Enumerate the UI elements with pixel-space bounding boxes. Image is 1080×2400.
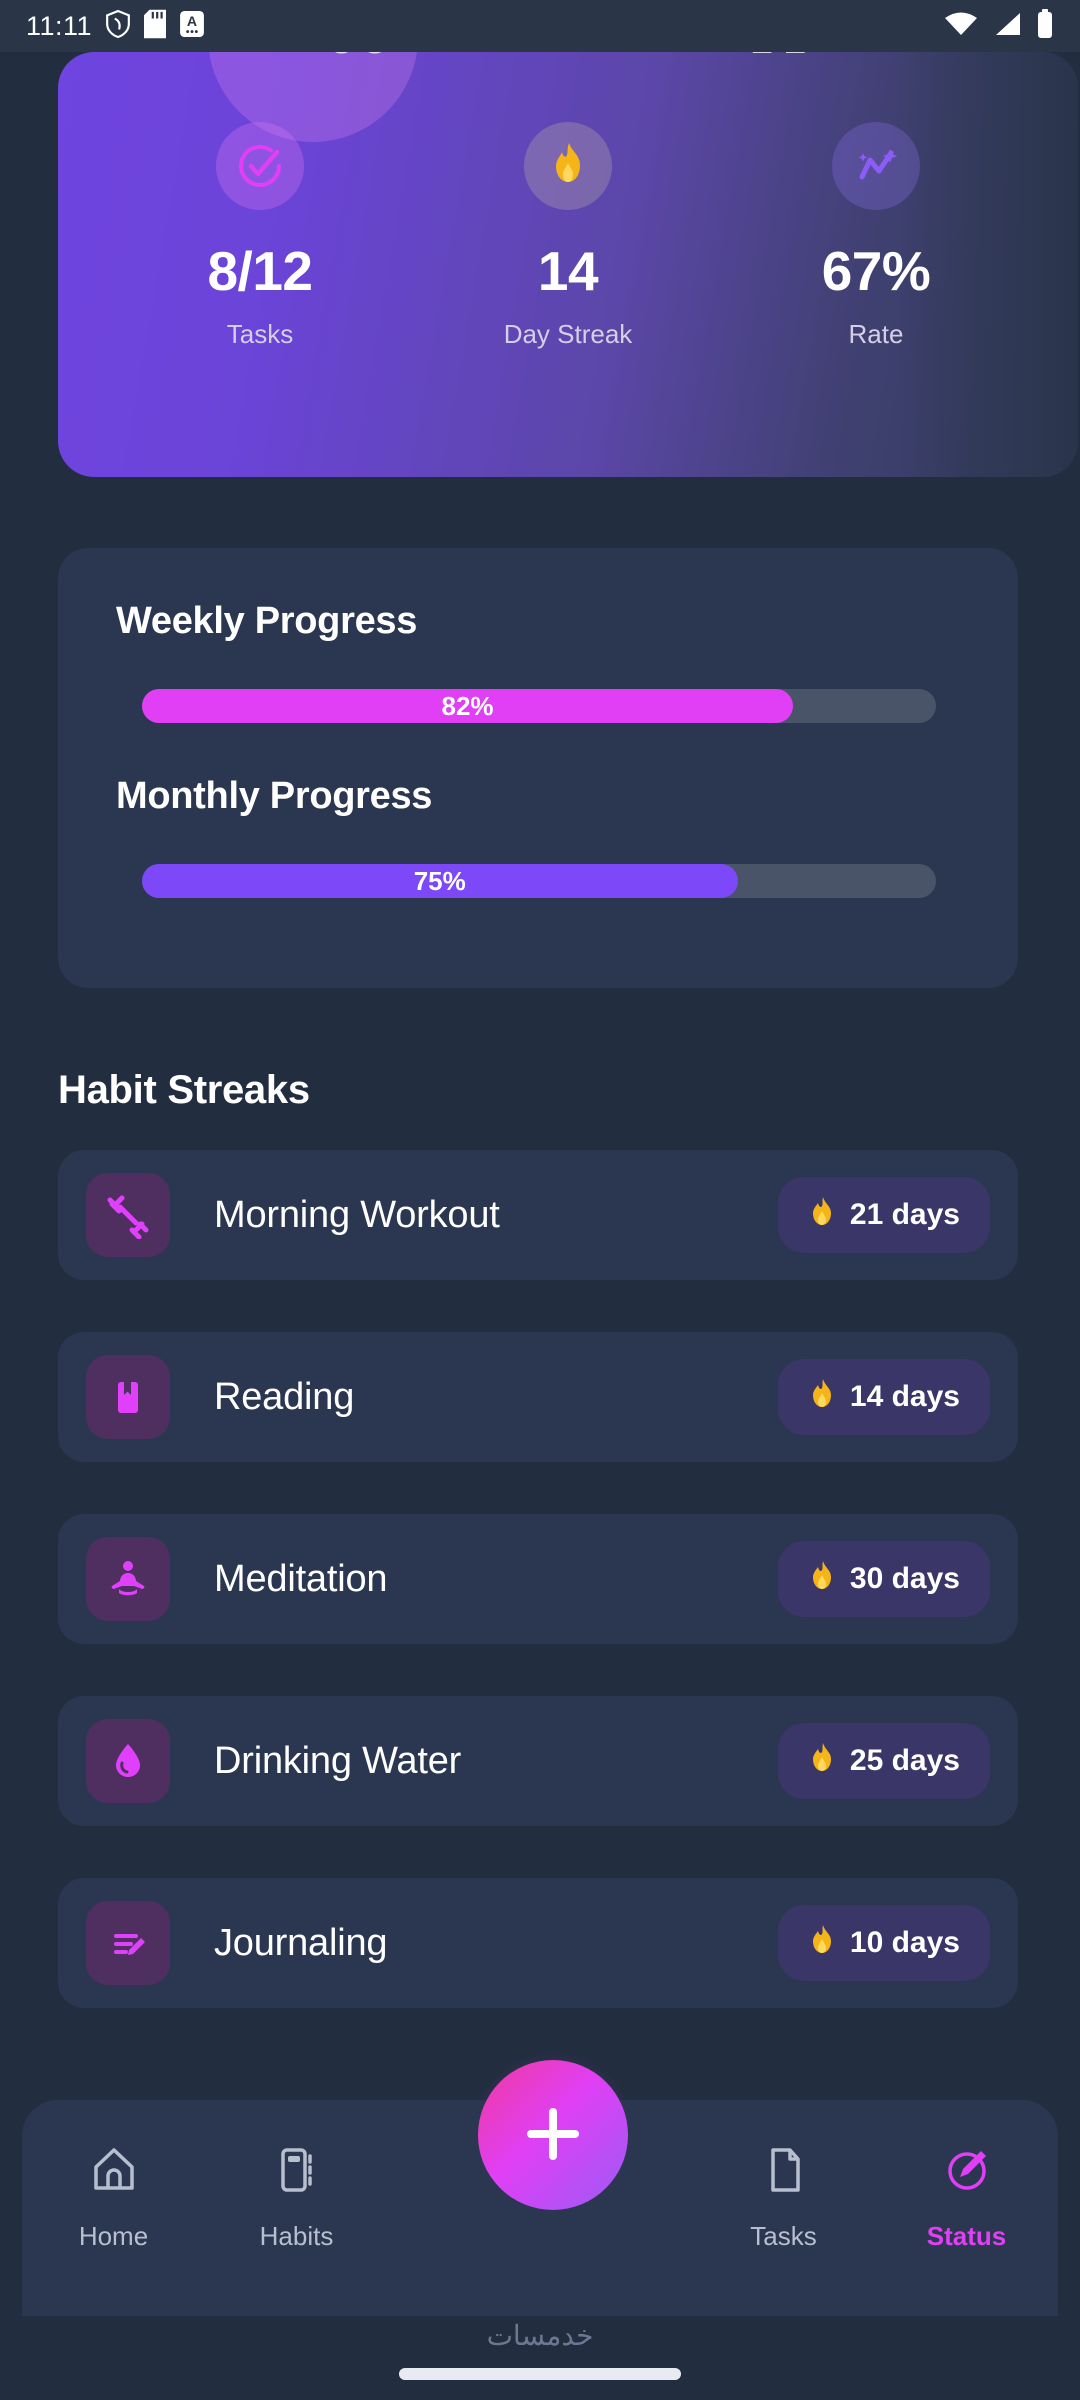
water-drop-icon — [86, 1719, 170, 1803]
weekly-progress-value: 82% — [441, 690, 494, 721]
stat-rate: 67% Rate — [766, 122, 986, 350]
habits-list-icon — [269, 2142, 325, 2201]
flame-icon — [808, 1742, 836, 1781]
habit-row-drinking-water[interactable]: Drinking Water 25 days — [58, 1696, 1018, 1826]
nav-label: Tasks — [750, 2221, 817, 2251]
habit-name: Meditation — [214, 1557, 388, 1600]
hero-clipped-text: 8 8 1 1 — [58, 52, 1078, 63]
sd-card-icon — [144, 9, 167, 44]
hero-clipped-fragment: 1 1 — [750, 52, 806, 63]
hero-clipped-fragment: 8 8 — [330, 52, 386, 63]
progress-card: Weekly Progress 82% Monthly Progress 75% — [58, 548, 1018, 988]
habit-name: Morning Workout — [214, 1193, 500, 1236]
status-pencil-circle-icon — [939, 2142, 995, 2201]
flame-icon — [808, 1560, 836, 1599]
monthly-progress-value: 75% — [413, 865, 466, 896]
tasks-document-icon — [756, 2142, 812, 2201]
meditation-lotus-icon — [86, 1537, 170, 1621]
svg-text:A: A — [187, 13, 197, 29]
weekly-progress-bar: 82% — [142, 689, 936, 723]
streak-badge: 21 days — [777, 1177, 990, 1253]
shield-icon — [105, 9, 131, 44]
stat-label: Day Streak — [503, 319, 633, 349]
streak-count: 10 days — [849, 1926, 960, 1959]
book-bookmark-icon — [86, 1355, 170, 1439]
status-bar: 11:11 A — [0, 0, 1080, 52]
status-bar-clock: 11:11 — [26, 10, 93, 41]
monthly-progress-fill: 75% — [142, 864, 738, 898]
stat-value: 67% — [821, 240, 931, 302]
stat-label: Rate — [848, 319, 904, 349]
habit-row-meditation[interactable]: Meditation 30 days — [58, 1514, 1018, 1644]
streak-count: 25 days — [849, 1744, 960, 1777]
nav-item-status[interactable]: Status — [875, 2100, 1058, 2252]
nav-label: Status — [926, 2221, 1007, 2251]
stat-label: Tasks — [226, 319, 294, 349]
weekly-progress-title: Weekly Progress — [116, 600, 418, 642]
flame-icon — [808, 1378, 836, 1417]
nav-label: Home — [78, 2221, 149, 2251]
streak-count: 14 days — [849, 1380, 960, 1413]
streak-count: 21 days — [849, 1198, 960, 1231]
habit-name: Journaling — [214, 1921, 388, 1964]
cellular-signal-icon — [992, 11, 1022, 42]
nav-item-tasks[interactable]: Tasks — [692, 2100, 875, 2252]
habit-name: Reading — [214, 1375, 355, 1418]
streak-count: 30 days — [849, 1562, 960, 1595]
battery-icon — [1036, 8, 1054, 44]
nav-label: Habits — [259, 2221, 334, 2251]
trending-analytics-icon — [832, 122, 920, 210]
dumbbell-icon — [86, 1173, 170, 1257]
stat-day-streak: 14 Day Streak — [458, 122, 678, 350]
status-bar-right — [944, 8, 1054, 44]
letter-a-icon: A — [179, 9, 205, 44]
weekly-progress-fill: 82% — [142, 689, 794, 723]
habit-row-journaling[interactable]: Journaling 10 days — [58, 1878, 1018, 2008]
streak-badge: 25 days — [777, 1723, 990, 1799]
stat-value: 8/12 — [207, 240, 313, 302]
nav-item-habits[interactable]: Habits — [205, 2100, 388, 2252]
habit-streaks-title: Habit Streaks — [58, 1068, 310, 1112]
plus-icon — [517, 2098, 589, 2173]
nav-item-home[interactable]: Home — [22, 2100, 205, 2252]
flame-icon — [524, 122, 612, 210]
habit-row-reading[interactable]: Reading 14 days — [58, 1332, 1018, 1462]
add-button[interactable] — [478, 2060, 628, 2210]
streak-badge: 14 days — [777, 1359, 990, 1435]
watermark-text: خدمسات — [486, 2320, 594, 2351]
habit-row-morning-workout[interactable]: Morning Workout 21 days — [58, 1150, 1018, 1280]
flame-icon — [808, 1924, 836, 1963]
stats-hero-card: 8/12 Tasks 14 Day Streak — [58, 52, 1078, 477]
stat-tasks: 8/12 Tasks — [150, 122, 370, 350]
home-indicator[interactable] — [399, 2368, 681, 2380]
journal-pencil-icon — [86, 1901, 170, 1985]
home-icon — [86, 2142, 142, 2201]
streak-badge: 30 days — [777, 1541, 990, 1617]
stat-value: 14 — [537, 240, 599, 302]
streak-badge: 10 days — [777, 1905, 990, 1981]
check-circle-icon — [216, 122, 304, 210]
stats-row: 8/12 Tasks 14 Day Streak — [58, 122, 1078, 350]
habit-name: Drinking Water — [214, 1739, 462, 1782]
wifi-icon — [944, 11, 978, 42]
flame-icon — [808, 1196, 836, 1235]
monthly-progress-bar: 75% — [142, 864, 936, 898]
monthly-progress-title: Monthly Progress — [116, 775, 433, 817]
status-bar-left: 11:11 A — [26, 9, 205, 44]
